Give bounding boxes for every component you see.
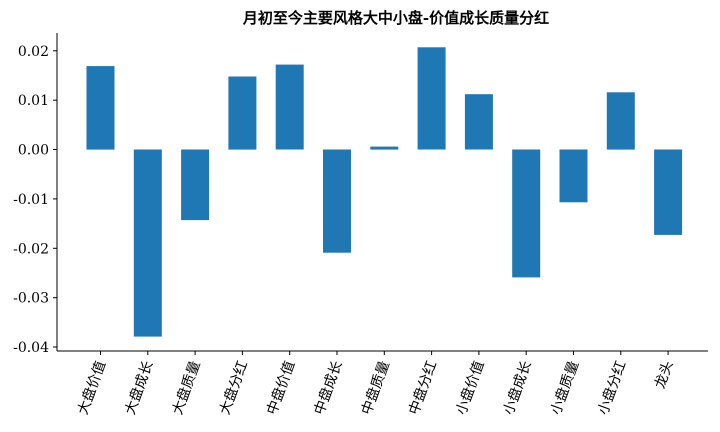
chart-title: 月初至今主要风格大中小盘-价值成长质量分红: [242, 9, 549, 27]
bar-10: [512, 149, 541, 278]
y-tick-label: -0.03: [13, 291, 49, 307]
x-tick-label: 中盘价值: [263, 359, 298, 417]
bar-4: [228, 76, 257, 150]
bar-5: [275, 64, 304, 150]
bar-11: [559, 149, 588, 203]
x-tick-label: 中盘分红: [405, 359, 440, 417]
x-tick-label: 小盘质量: [547, 359, 582, 417]
bar-12: [606, 92, 635, 150]
bar-8: [417, 47, 446, 150]
y-tick-label: 0.01: [18, 93, 49, 109]
x-tick-label: 大盘成长: [121, 359, 156, 417]
x-tick-label: 龙头: [652, 359, 677, 391]
x-tick-label: 中盘成长: [311, 359, 346, 417]
bar-3: [181, 149, 210, 221]
x-tick-label: 大盘分红: [216, 359, 251, 417]
bar-13: [654, 149, 683, 235]
y-tick-label: -0.04: [13, 340, 49, 356]
x-tick-label: 小盘成长: [500, 359, 535, 417]
bar-9: [464, 94, 493, 150]
x-tick-label: 小盘价值: [453, 359, 488, 417]
x-tick-label: 中盘质量: [358, 359, 393, 417]
y-ticks-group: 0.02 0.01 0.00 -0.01 -0.02 -0.03 -0.04: [13, 44, 57, 356]
x-ticks-group: 大盘价值 大盘成长 大盘质量 大盘分红 中盘价值 中盘成长 中盘质量 中盘分红 小盘价值 小盘成长…: [74, 351, 677, 417]
y-tick-label: 0.00: [18, 143, 49, 159]
bar-7: [370, 146, 399, 150]
x-tick-label: 小盘分红: [594, 359, 629, 417]
bars-group: [86, 47, 683, 337]
y-tick-label: 0.02: [18, 44, 49, 60]
x-tick-label: 大盘价值: [74, 359, 109, 417]
x-tick-label: 大盘质量: [169, 359, 204, 417]
bar-2: [133, 149, 162, 337]
y-tick-label: -0.02: [13, 241, 49, 257]
bar-1: [86, 66, 115, 150]
y-tick-label: -0.01: [13, 192, 49, 208]
bar-6: [323, 149, 351, 253]
